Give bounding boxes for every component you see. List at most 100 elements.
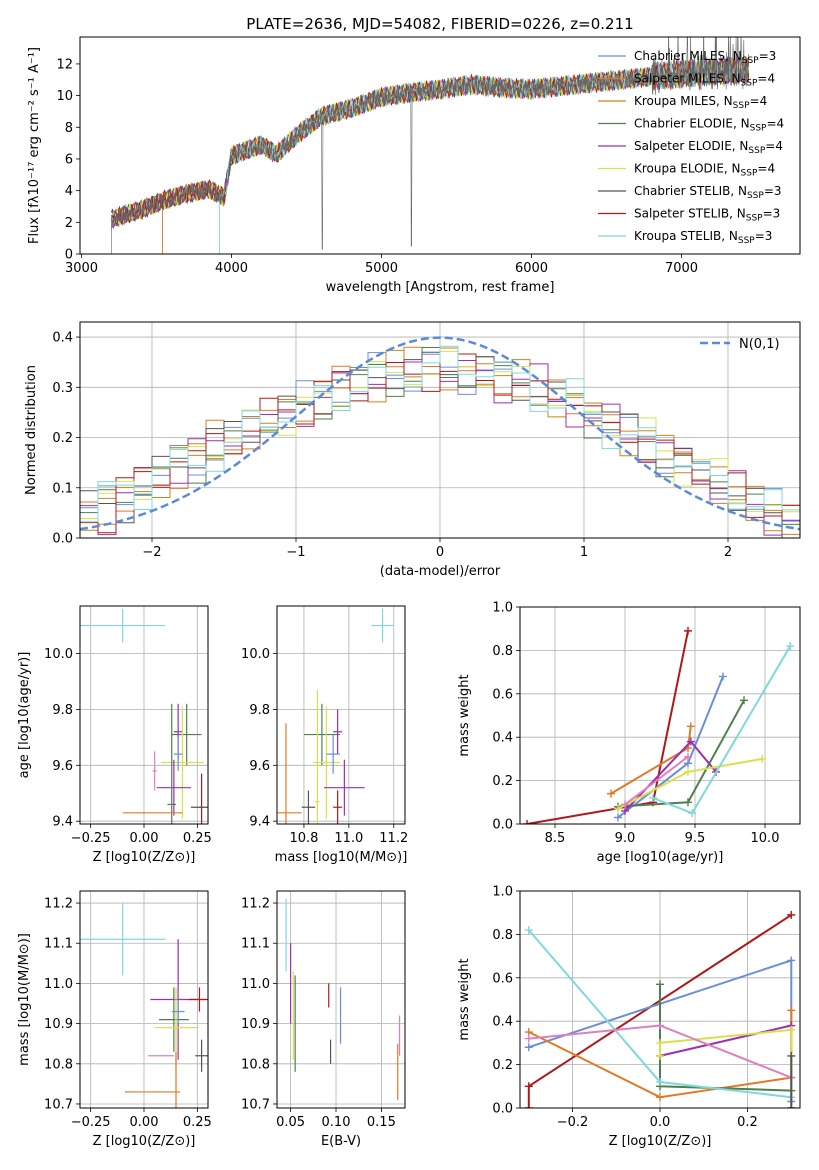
axes-frame (79, 605, 209, 825)
plus-marker (524, 1082, 533, 1091)
y-tick-label: 11.0 (44, 977, 73, 992)
y-tick-label: 10.7 (241, 1097, 270, 1112)
axes-frame (519, 890, 801, 1109)
plus-marker (787, 1051, 796, 1060)
y-axis-label: age [log10(age/yr)] (17, 652, 32, 779)
y-tick-label: 1.0 (492, 601, 513, 616)
y-tick-label: 10.9 (44, 1017, 73, 1032)
axes-frame (276, 890, 406, 1109)
y-tick-label: 0.0 (52, 532, 73, 547)
plus-marker (524, 1034, 533, 1043)
plus-marker (656, 1038, 664, 1047)
x-tick-label: 11.2 (379, 831, 408, 846)
legend-label: Salpeter STELIB, NSSP=3 (634, 207, 780, 224)
x-tick-label: 9.5 (685, 831, 706, 846)
errorbar-point (303, 703, 340, 766)
x-tick-label: −2 (142, 545, 161, 560)
errorbar-point (156, 759, 191, 816)
y-tick-label: 11.0 (241, 977, 270, 992)
x-axis-label: Z [log10(Z/Z⊙)] (93, 850, 196, 865)
legend-label: Salpeter MILES, NSSP=4 (634, 72, 775, 89)
plus-marker (684, 767, 692, 776)
errorbar-point (158, 987, 189, 1052)
x-axis-label: Z [log10(Z/Z⊙)] (93, 1134, 196, 1149)
plus-marker (684, 626, 692, 635)
legend-label: Kroupa MILES, NSSP=4 (634, 94, 767, 111)
y-tick-label: 9.6 (52, 759, 73, 774)
y-tick-label: 0.8 (492, 928, 513, 943)
residuals-plot (80, 336, 800, 538)
legend-label: N(0,1) (739, 337, 780, 352)
plus-marker (656, 1077, 664, 1086)
plus-marker (686, 722, 695, 731)
x-axis-label: age [log10(age/yr)] (597, 850, 724, 865)
x-axis-label: mass [log10(M/M⊙)] (275, 850, 408, 865)
x-tick-label: 9.0 (615, 831, 636, 846)
x-tick-label: 2 (724, 545, 732, 560)
plus-marker (614, 813, 622, 822)
plus-marker (740, 696, 748, 705)
legend-label: Chabrier STELIB, NSSP=3 (634, 184, 782, 201)
x-tick-label: 6000 (515, 261, 548, 276)
x-tick-label: 0.10 (322, 1115, 351, 1130)
y-tick-label: 9.8 (249, 703, 270, 718)
mass_vs_Z-plot (80, 903, 208, 1108)
axes-frame (79, 321, 801, 539)
y-tick-label: 9.4 (249, 815, 270, 830)
y-tick-label: 0.3 (52, 381, 73, 396)
x-tick-label: 1 (580, 545, 588, 560)
errorbar-point (188, 987, 208, 1012)
errorbar-point (195, 1039, 208, 1072)
x-axis-label: (data-model)/error (380, 564, 501, 579)
x-axis-label: wavelength [Angstrom, rest frame] (326, 280, 555, 295)
salpeter_stelib-histogram (80, 353, 800, 534)
y-tick-label: 9.6 (249, 759, 270, 774)
x-tick-label: 0.00 (130, 831, 159, 846)
y-tick-label: 1.0 (492, 885, 513, 900)
errorbar-point (80, 903, 166, 976)
mass_vs_EBV-axes: 0.05 0.10 0.15 10.7 10.8 10.9 11.0 11.1 11.2 E(B-… (241, 890, 406, 1149)
errorbar-point (167, 703, 176, 824)
y-tick-label: 11.1 (241, 937, 270, 952)
plus-marker (621, 800, 629, 809)
y-tick-label: 0.4 (52, 331, 73, 346)
chabrier_elodie-line (659, 984, 792, 1092)
panels: 3000 4000 5000 6000 7000024681012wavelength … (17, 36, 801, 1149)
y-tick-label: 0.0 (492, 1102, 513, 1117)
weight_vs_Z-axes: −0.2 0.0 0.2 0.0 0.2 0.4 0.6 0.8 1.0 Z [log10(Z/Z… (457, 885, 801, 1149)
y-tick-label: 0.8 (492, 644, 513, 659)
y-tick-label: 0.2 (492, 1058, 513, 1073)
kroupa_stelib-histogram (80, 345, 800, 523)
weight_vs_age-axes: 8.5 9.0 9.5 10.0 0.0 0.2 0.4 0.6 0.8 1.0 age [log1… (457, 601, 801, 865)
y-tick-label: 2 (65, 216, 73, 231)
plus-marker (607, 789, 615, 798)
y-tick-label: 0.4 (492, 1015, 513, 1030)
errorbar-point (277, 723, 302, 824)
y-tick-label: 10.0 (44, 647, 73, 662)
y-tick-label: 12 (56, 57, 73, 72)
plus-marker (758, 754, 767, 763)
plus-marker (524, 1104, 533, 1108)
plus-marker (656, 1051, 664, 1060)
spectrum-plot (111, 37, 750, 254)
plus-marker (686, 737, 695, 746)
observed-spectrum-line (111, 37, 749, 254)
plus-marker (787, 1025, 796, 1034)
plus-marker (524, 1043, 533, 1052)
x-tick-label: 10.8 (289, 831, 318, 846)
y-tick-label: 8 (65, 121, 73, 136)
y-tick-label: 11.2 (241, 897, 270, 912)
plus-marker (787, 910, 796, 919)
errorbar-point (371, 608, 394, 643)
legend-label: Kroupa STELIB, NSSP=3 (634, 229, 772, 246)
weight_vs_age-plot (523, 626, 795, 824)
plus-marker (787, 956, 796, 965)
errorbar-point (80, 608, 166, 643)
y-tick-label: 0.0 (492, 818, 513, 833)
chabrier_elodie-line (617, 699, 745, 808)
y-tick-label: 0.6 (492, 971, 513, 986)
axes-frame (276, 605, 406, 825)
x-tick-label: 0.05 (276, 1115, 305, 1130)
salpeter_elodie-line (659, 1024, 792, 1057)
plus-marker (684, 798, 692, 807)
